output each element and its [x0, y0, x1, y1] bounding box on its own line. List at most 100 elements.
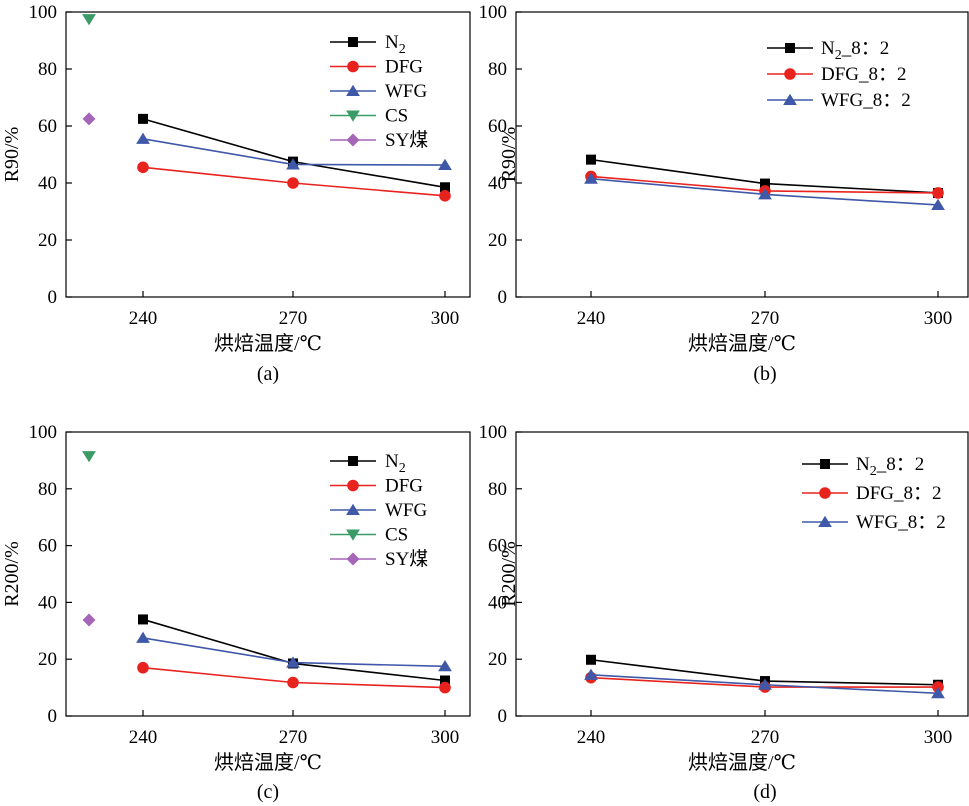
- legend-marker: [346, 84, 360, 96]
- legend-label: CS: [385, 525, 408, 546]
- data-point: [758, 188, 772, 200]
- legend-label: DFG: [385, 476, 423, 497]
- x-tick-label: 300: [924, 308, 953, 329]
- legend-entry: WFG: [330, 81, 428, 102]
- y-tick-label: 0: [498, 287, 508, 308]
- legend-label: DFG_8：2: [821, 64, 907, 85]
- legend-entry: CS: [330, 525, 408, 546]
- legend-marker: [346, 529, 360, 541]
- data-point: [931, 687, 945, 699]
- legend-label: WFG_8：2: [856, 512, 946, 533]
- panel-caption: (a): [257, 363, 279, 385]
- y-tick-label: 100: [479, 422, 508, 443]
- legend-entry: N2: [330, 451, 406, 476]
- legend-label: DFG_8：2: [856, 483, 942, 504]
- y-tick-label: 100: [479, 2, 508, 23]
- legend-label: SY煤: [385, 548, 428, 570]
- x-tick-label: 270: [751, 727, 780, 748]
- data-point: [438, 158, 452, 171]
- chart-panel-d: 0 20 40 60 80 100 240 270 300 烘焙温度/℃ R200/% (d) N2_8…: [479, 422, 969, 803]
- series-wfg82: [584, 172, 945, 210]
- x-tick-label: 240: [577, 727, 606, 748]
- plot-frame: [65, 11, 471, 298]
- legend-entry: N2_8：2: [802, 454, 924, 479]
- y-tick-label: 0: [48, 706, 58, 727]
- data-point: [440, 182, 450, 193]
- y-tick-label: 40: [38, 592, 57, 613]
- data-point: [287, 676, 299, 689]
- chart-panel-b: 0 20 40 60 80 100 240 270 300 烘焙温度/℃ R90/% (b) N2_8：…: [479, 2, 969, 385]
- legend-label: WFG: [385, 500, 428, 521]
- legend-marker: [348, 37, 358, 47]
- data-point: [138, 614, 148, 625]
- data-point: [439, 190, 451, 202]
- y-tick-label: 60: [488, 536, 507, 557]
- x-tick-label: 240: [129, 727, 158, 748]
- data-point: [932, 187, 944, 199]
- data-point: [136, 631, 150, 643]
- data-point: [287, 177, 299, 189]
- y-axis-label: R200/%: [1, 541, 23, 607]
- y-tick-label: 100: [29, 422, 58, 443]
- data-point: [137, 661, 149, 674]
- plot-frame: [515, 11, 969, 298]
- y-tick-label: 20: [488, 230, 507, 251]
- y-tick-label: 80: [488, 479, 507, 500]
- y-tick-label: 80: [38, 59, 57, 80]
- x-axis-label: 烘焙温度/℃: [688, 751, 796, 774]
- chart-panel-c: 0 20 40 60 80 100 240 270 300 烘焙温度/℃ R200/% (c) N2DF…: [1, 422, 471, 803]
- legend-marker: [346, 133, 360, 147]
- panel-caption: (b): [753, 363, 776, 385]
- legend-marker: [785, 43, 795, 53]
- legend-marker: [818, 515, 832, 527]
- y-tick-label: 100: [29, 2, 58, 23]
- y-tick-label: 40: [488, 173, 507, 194]
- data-point: [586, 154, 596, 165]
- legend-entry: DFG_8：2: [802, 483, 942, 504]
- series-cs: [82, 451, 96, 463]
- legend-marker: [346, 552, 360, 566]
- legend-entry: WFG_8：2: [767, 90, 911, 111]
- data-point: [584, 172, 598, 184]
- y-tick-label: 20: [38, 230, 57, 251]
- legend-marker: [348, 456, 358, 466]
- legend-label: N2_8：2: [821, 38, 889, 63]
- series-wfg82: [584, 668, 945, 699]
- data-point: [82, 613, 96, 627]
- y-tick-label: 20: [488, 649, 507, 670]
- x-axis-label: 烘焙温度/℃: [214, 332, 322, 355]
- legend-entry: N2: [330, 32, 406, 57]
- panel-caption: (d): [753, 781, 776, 803]
- y-axis-label: R200/%: [498, 541, 520, 607]
- legend-entry: DFG_8：2: [767, 64, 907, 85]
- legend-marker: [819, 487, 831, 499]
- legend-entry: WFG_8：2: [802, 512, 946, 533]
- legend-marker: [346, 110, 360, 122]
- data-point: [439, 681, 451, 694]
- data-point: [440, 675, 450, 686]
- y-tick-label: 0: [48, 287, 58, 308]
- y-tick-label: 0: [498, 706, 508, 727]
- data-point: [758, 678, 772, 690]
- legend-label: N2: [385, 32, 406, 57]
- data-point: [82, 451, 96, 463]
- series-dfg: [137, 161, 451, 202]
- y-tick-label: 60: [38, 536, 57, 557]
- legend-marker: [347, 60, 359, 73]
- data-point: [438, 660, 452, 672]
- plot-frame: [515, 431, 969, 717]
- y-tick-label: 80: [38, 479, 57, 500]
- legend-label: CS: [385, 106, 408, 127]
- y-tick-label: 60: [38, 116, 57, 137]
- x-tick-label: 240: [577, 308, 606, 329]
- legend-entry: SY煤: [330, 548, 428, 570]
- data-point: [584, 668, 598, 680]
- legend-entry: CS: [330, 106, 408, 127]
- y-axis-label: R90/%: [498, 127, 520, 183]
- legend-entry: DFG: [330, 57, 423, 78]
- legend-label: SY煤: [385, 129, 428, 151]
- legend-marker: [783, 93, 797, 105]
- plot-frame: [65, 431, 471, 717]
- series-dfg: [137, 661, 451, 694]
